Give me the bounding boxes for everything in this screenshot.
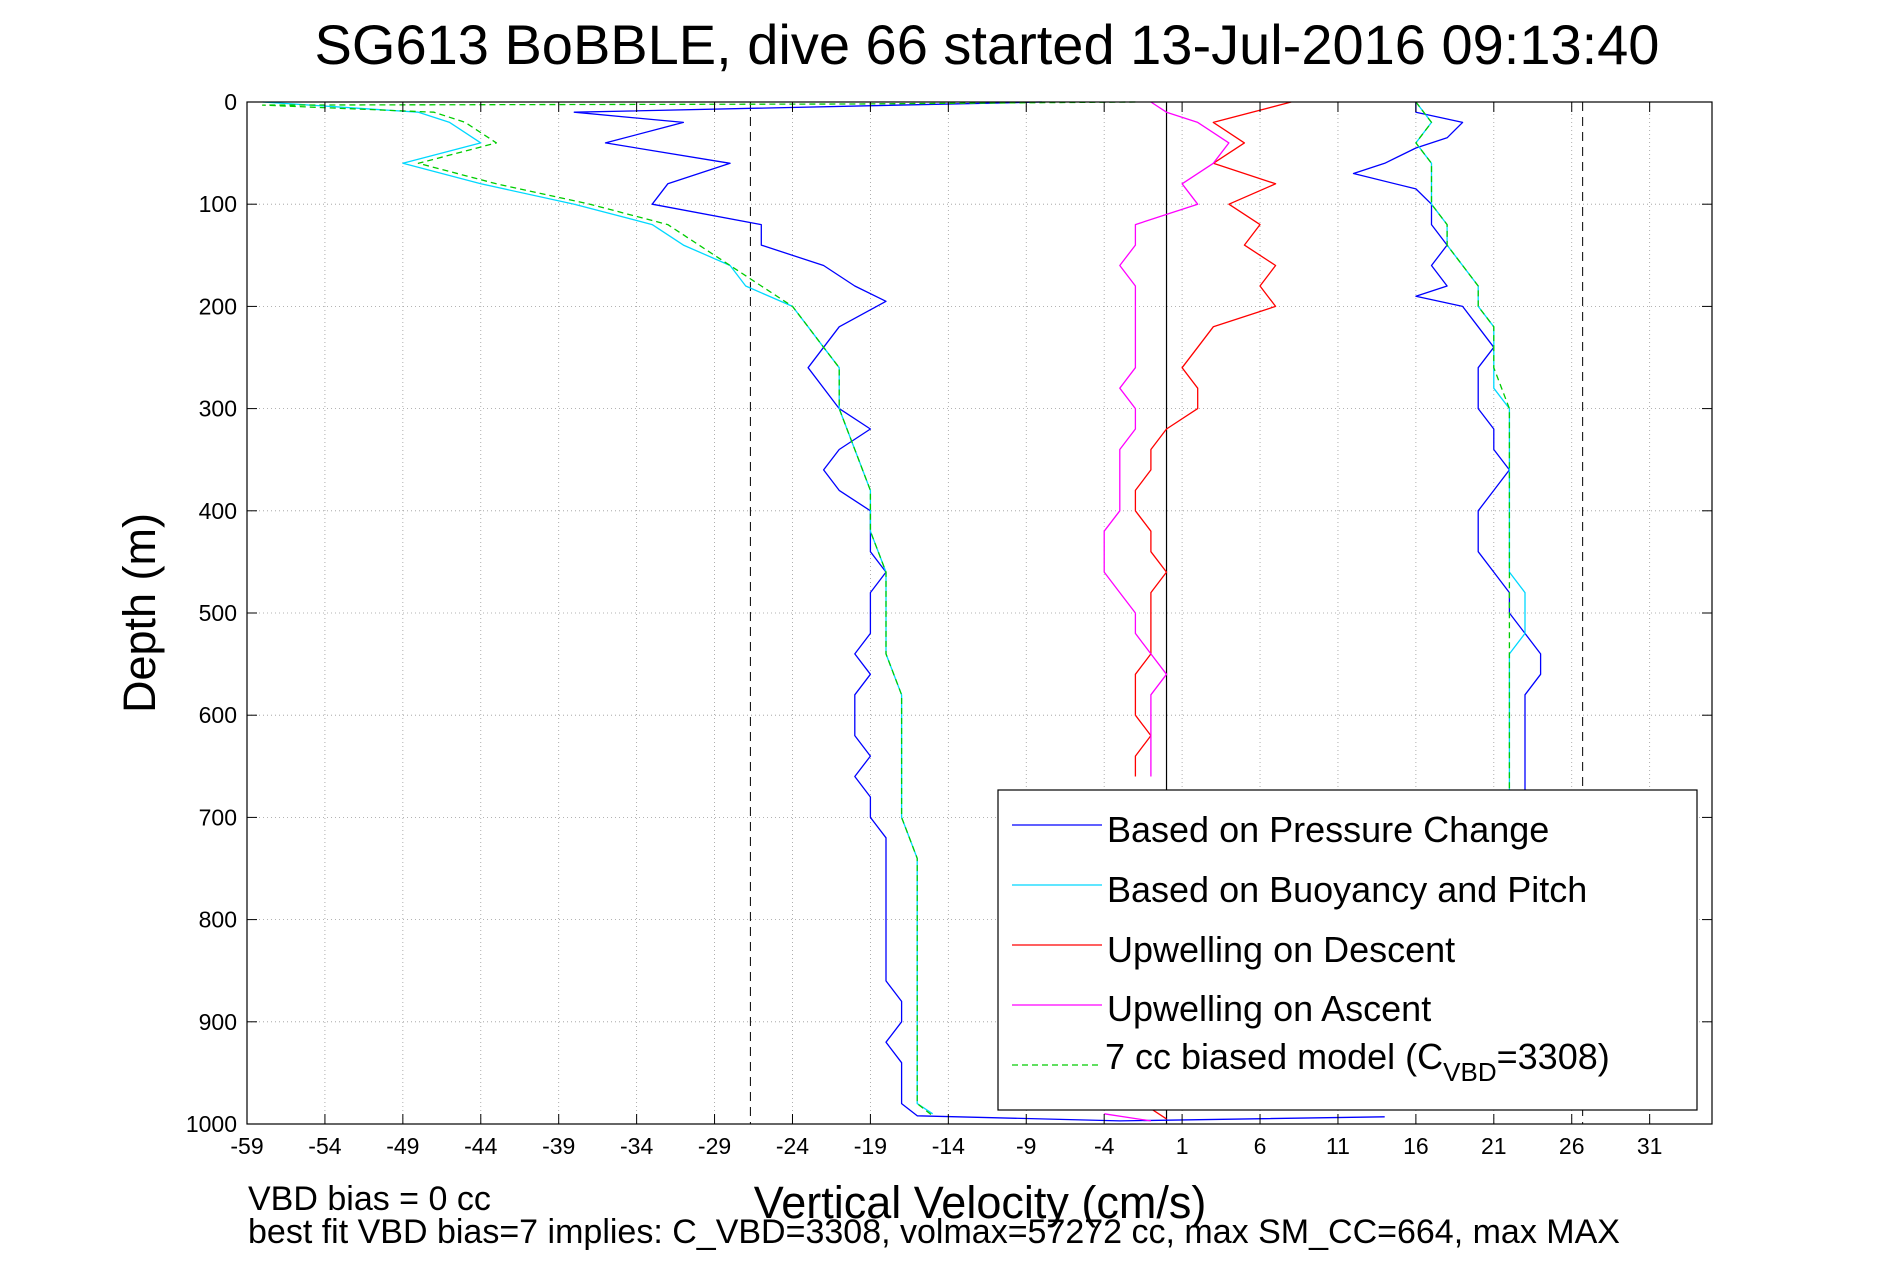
series-line-descent-1 bbox=[1134, 101, 1292, 777]
y-tick-label: 100 bbox=[199, 191, 237, 217]
y-axis-ticks: 0 100 200 300 400 500 600 700 800 900 1000 bbox=[186, 89, 1712, 1137]
series-line-pressure-1 bbox=[573, 101, 1385, 1122]
chart-title: SG613 BoBBLE, dive 66 started 13-Jul-201… bbox=[315, 13, 1660, 76]
x-tick-label: -39 bbox=[542, 1133, 575, 1159]
x-tick-label: -19 bbox=[854, 1133, 887, 1159]
x-tick-label: -14 bbox=[932, 1133, 965, 1159]
y-tick-label: 600 bbox=[199, 702, 237, 728]
y-tick-label: 1000 bbox=[186, 1111, 237, 1137]
x-tick-label: 26 bbox=[1559, 1133, 1585, 1159]
series-line-model-2 bbox=[1415, 101, 1511, 797]
x-tick-label: -34 bbox=[620, 1133, 653, 1159]
legend-label-buoyancy: Based on Buoyancy and Pitch bbox=[1107, 869, 1587, 910]
x-tick-label: 21 bbox=[1481, 1133, 1507, 1159]
legend-model-suffix: =3308) bbox=[1497, 1036, 1610, 1077]
x-tick-label: -24 bbox=[776, 1133, 809, 1159]
y-tick-label: 200 bbox=[199, 293, 237, 319]
legend-model-subscript: VBD bbox=[1443, 1057, 1496, 1087]
x-tick-label: -49 bbox=[386, 1133, 419, 1159]
y-tick-label: 400 bbox=[199, 498, 237, 524]
x-axis-ticks: -59 -54 -49 -44 -39 -34 -29 -24 -19 -14 -9 -4 1 6 11 16… bbox=[230, 102, 1662, 1159]
x-tick-label: 6 bbox=[1254, 1133, 1267, 1159]
x-tick-label: 31 bbox=[1637, 1133, 1663, 1159]
legend-label-ascent: Upwelling on Ascent bbox=[1107, 988, 1431, 1029]
series-line-model-1 bbox=[261, 101, 1136, 1117]
legend-label-pressure: Based on Pressure Change bbox=[1107, 809, 1549, 850]
x-axis-label: Vertical Velocity (cm/s) bbox=[754, 1177, 1207, 1228]
x-tick-label: -4 bbox=[1094, 1133, 1115, 1159]
y-tick-label: 0 bbox=[224, 89, 237, 115]
series-line-ascent-1 bbox=[1103, 101, 1230, 777]
legend-box bbox=[997, 789, 1698, 1111]
series-line-pressure-2 bbox=[1352, 102, 1542, 797]
series-line-ascent-2 bbox=[1104, 1113, 1151, 1122]
legend: Based on Pressure Change Based on Buoyan… bbox=[997, 789, 1698, 1111]
x-tick-label: 1 bbox=[1176, 1133, 1189, 1159]
footer-line-2: best fit VBD bias=7 implies: C_VBD=3308,… bbox=[248, 1213, 1620, 1251]
y-axis-label: Depth (m) bbox=[114, 513, 165, 713]
legend-label-model: 7 cc biased model (CVBD=3308) bbox=[1105, 1036, 1610, 1087]
x-tick-label: -54 bbox=[308, 1133, 341, 1159]
y-tick-label: 800 bbox=[199, 907, 237, 933]
x-tick-label: -29 bbox=[698, 1133, 731, 1159]
x-tick-label: -44 bbox=[464, 1133, 497, 1159]
y-tick-label: 900 bbox=[199, 1009, 237, 1035]
footer-line-1: VBD bias = 0 cc bbox=[248, 1180, 491, 1218]
x-tick-label: -9 bbox=[1016, 1133, 1036, 1159]
y-tick-label: 300 bbox=[199, 396, 237, 422]
x-tick-label: -59 bbox=[230, 1133, 263, 1159]
y-tick-label: 700 bbox=[199, 804, 237, 830]
x-tick-label: 16 bbox=[1403, 1133, 1429, 1159]
series-layer bbox=[261, 101, 1542, 1122]
y-tick-label: 500 bbox=[199, 600, 237, 626]
legend-label-descent: Upwelling on Descent bbox=[1107, 929, 1455, 970]
legend-model-prefix: 7 cc biased model (C bbox=[1105, 1036, 1443, 1077]
x-tick-label: 11 bbox=[1326, 1133, 1350, 1159]
